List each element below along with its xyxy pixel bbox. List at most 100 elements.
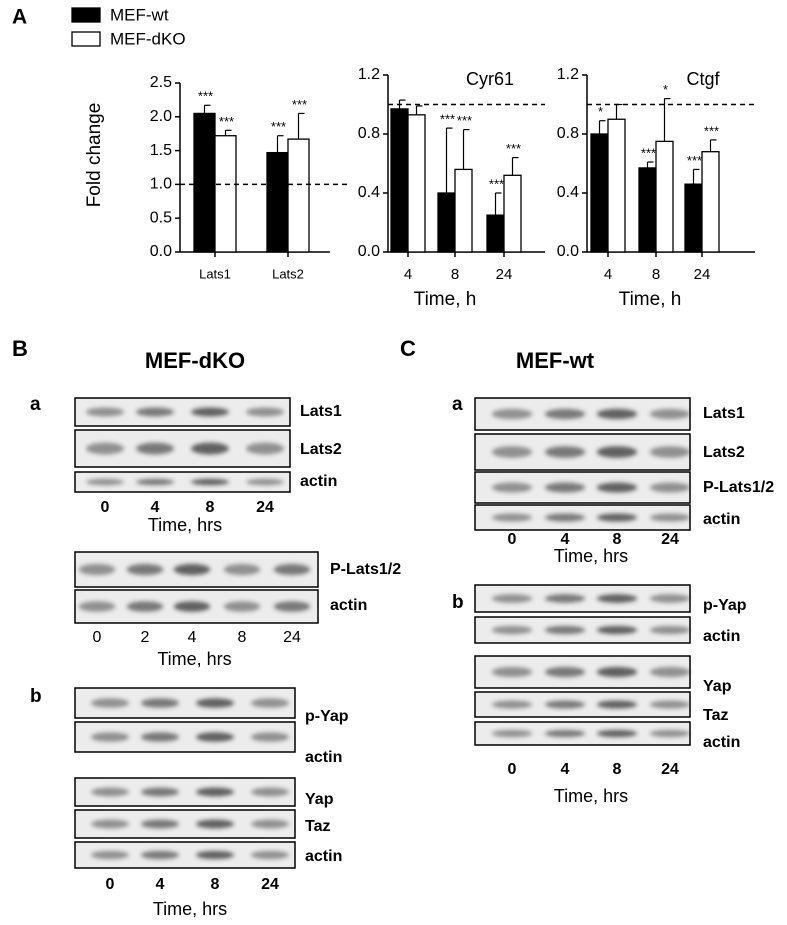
blot-band [649, 513, 691, 522]
blot-row-label: Lats1 [300, 403, 342, 420]
blot-band [246, 442, 284, 455]
blot-band [136, 442, 174, 455]
blot-band [649, 594, 691, 603]
bar [390, 108, 409, 253]
blot-band [544, 513, 586, 522]
significance: *** [704, 123, 719, 138]
blot-strip [74, 471, 291, 493]
panel-title: MEF-wt [516, 348, 595, 373]
blot-band [196, 787, 234, 797]
blot-band [136, 478, 174, 486]
time-label: 4 [561, 531, 570, 548]
significance: *** [292, 97, 307, 112]
bar [287, 138, 310, 253]
legend-swatch [71, 7, 101, 23]
panel-title: MEF-dKO [145, 348, 245, 373]
significance: * [663, 82, 668, 97]
significance: *** [641, 145, 656, 160]
bar [266, 151, 289, 253]
blot-band [173, 563, 211, 576]
blot-band [596, 625, 638, 635]
blot-row-label: actin [703, 511, 740, 528]
blot-band [86, 442, 124, 455]
blot-band [544, 729, 586, 738]
chart-title: Cyr61 [466, 69, 514, 89]
time-label: 24 [256, 499, 274, 516]
blot-band [649, 482, 691, 493]
blot-band [126, 563, 164, 576]
time-label: 4 [151, 499, 160, 516]
blot-band [491, 482, 533, 493]
blot-band [191, 442, 229, 455]
blot-band [596, 408, 638, 420]
blot-band [223, 601, 261, 612]
blot-row-label: p-Yap [305, 708, 349, 725]
blot-band [141, 698, 179, 708]
time-label: 24 [261, 876, 279, 893]
blot-band [649, 666, 691, 678]
blot-band [86, 478, 124, 486]
blot-row-label: p-Yap [703, 597, 747, 614]
time-label: 0 [93, 629, 102, 646]
chart-title: Ctgf [686, 69, 720, 89]
significance: *** [687, 153, 702, 168]
blot-band [91, 732, 129, 742]
blot-band [246, 478, 284, 486]
blot-row-label: Lats2 [300, 441, 342, 458]
significance: *** [198, 89, 213, 104]
x-tick-label: 8 [451, 266, 459, 283]
x-tick-label: Lats2 [272, 266, 304, 281]
blot-band [491, 700, 533, 709]
blot-band [596, 729, 638, 738]
blot-band [491, 513, 533, 522]
time-label: 4 [188, 629, 197, 646]
bar [193, 112, 216, 253]
subpanel-label: b [452, 592, 464, 613]
blot-band [596, 482, 638, 493]
blot-band [141, 732, 179, 742]
blot-band [196, 732, 234, 742]
bar [486, 214, 505, 253]
y-tick-label: 1.0 [150, 176, 172, 193]
blot-row-label: actin [305, 848, 342, 865]
time-label: 8 [613, 531, 622, 548]
blot-band [544, 482, 586, 493]
blot-band [191, 478, 229, 486]
blot-row-label: actin [330, 597, 367, 614]
blot-band [251, 698, 289, 708]
panel-label: A [12, 6, 27, 29]
blot-band [91, 698, 129, 708]
bar [454, 168, 473, 253]
time-label: 0 [508, 531, 517, 548]
blot-row-label: P-Lats1/2 [330, 561, 401, 578]
blot-band [246, 407, 284, 417]
blot-band [596, 513, 638, 522]
blot-band [491, 729, 533, 738]
blot-band [491, 446, 533, 458]
blot-row-label: Lats1 [703, 405, 745, 422]
significance: *** [506, 141, 521, 156]
y-tick-label: 0.8 [358, 125, 380, 142]
blot-band [191, 407, 229, 417]
x-tick-label: Lats1 [199, 266, 231, 281]
time-axis-label: Time, hrs [157, 649, 231, 669]
blot-row-label: Taz [305, 818, 330, 835]
x-tick-label: 24 [496, 266, 513, 283]
blot-band [273, 601, 311, 612]
x-axis-label: Time, h [619, 289, 682, 310]
blot-band [251, 787, 289, 797]
y-tick-label: 0.0 [358, 243, 380, 260]
y-tick-label: 0.4 [557, 184, 579, 201]
blot-band [649, 446, 691, 458]
blot-row-label: Yap [305, 791, 334, 808]
time-axis-label: Time, hrs [148, 515, 222, 535]
time-label: 24 [283, 629, 301, 646]
significance: * [598, 104, 603, 119]
blot-band [196, 698, 234, 708]
blot-row-label: Lats2 [703, 444, 745, 461]
time-axis-label: Time, hrs [153, 899, 227, 919]
time-label: 0 [101, 499, 110, 516]
legend-label: MEF-dKO [110, 29, 186, 48]
blot-band [649, 625, 691, 635]
